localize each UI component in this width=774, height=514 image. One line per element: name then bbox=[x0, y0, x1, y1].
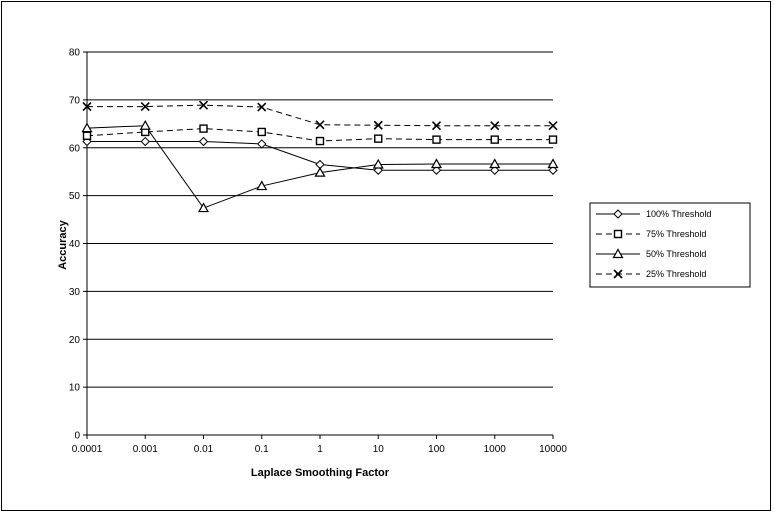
gridlines bbox=[87, 51, 553, 388]
data-point bbox=[81, 122, 93, 133]
data-point bbox=[257, 127, 266, 137]
legend-marker bbox=[613, 209, 623, 219]
data-point bbox=[431, 121, 442, 131]
data-point bbox=[140, 102, 150, 112]
x-tick-label: 1000 bbox=[484, 444, 507, 455]
y-tick-label: 40 bbox=[69, 239, 81, 250]
x-tick-label: 0.0001 bbox=[72, 444, 103, 455]
data-point bbox=[257, 102, 267, 112]
data-point bbox=[82, 102, 92, 112]
legend-label: 25% Threshold bbox=[646, 269, 706, 279]
legend-marker bbox=[613, 269, 623, 279]
data-point bbox=[548, 121, 558, 131]
data-point bbox=[490, 165, 500, 175]
series-line-4 bbox=[87, 104, 553, 127]
data-point bbox=[198, 100, 209, 110]
data-point bbox=[374, 134, 383, 143]
legend: 100% Threshold 75% Threshold 50% Threshold… bbox=[589, 202, 751, 288]
series-markers bbox=[81, 100, 559, 213]
data-point bbox=[198, 136, 209, 147]
data-point bbox=[430, 158, 443, 169]
x-tick-label: 10000 bbox=[539, 444, 567, 455]
y-tick-label: 50 bbox=[69, 191, 81, 202]
legend-label: 75% Threshold bbox=[646, 229, 706, 239]
data-point bbox=[432, 135, 441, 144]
data-point bbox=[197, 202, 210, 213]
x-tick-label: 0.001 bbox=[133, 444, 158, 455]
data-point bbox=[373, 120, 383, 130]
data-point bbox=[82, 131, 92, 140]
data-point bbox=[314, 166, 326, 177]
y-tick-label: 80 bbox=[69, 48, 81, 59]
data-point bbox=[490, 121, 500, 131]
data-point bbox=[547, 158, 559, 169]
axes: 0 10 20 30 40 50 60 70 80 0.0001 0.001 0.01 0.1 1 10 10… bbox=[69, 48, 567, 456]
data-point bbox=[489, 158, 501, 169]
y-tick-label: 70 bbox=[69, 95, 81, 106]
x-tick-label: 0.1 bbox=[255, 444, 269, 455]
series-lines bbox=[86, 104, 553, 209]
legend-marker bbox=[612, 248, 624, 259]
data-point bbox=[490, 135, 499, 144]
data-point bbox=[199, 124, 208, 133]
data-point bbox=[257, 139, 267, 149]
x-tick-label: 1 bbox=[317, 444, 323, 455]
data-point bbox=[315, 120, 325, 130]
data-point bbox=[548, 165, 558, 175]
data-point bbox=[315, 136, 325, 146]
y-tick-label: 60 bbox=[69, 143, 81, 154]
y-tick-label: 10 bbox=[69, 383, 81, 394]
x-tick-label: 100 bbox=[428, 444, 445, 455]
x-tick-label: 0.01 bbox=[194, 444, 214, 455]
data-point bbox=[139, 120, 151, 130]
data-point bbox=[140, 136, 150, 147]
legend-label: 100% Threshold bbox=[646, 209, 711, 219]
y-axis-title: Accuracy bbox=[57, 219, 69, 269]
data-point bbox=[256, 180, 268, 191]
y-tick-label: 20 bbox=[69, 335, 81, 346]
legend-label: 50% Threshold bbox=[646, 249, 706, 259]
legend-marker bbox=[613, 229, 623, 239]
data-point bbox=[431, 165, 442, 175]
y-tick-label: 0 bbox=[74, 431, 80, 442]
data-point bbox=[372, 158, 384, 169]
x-tick-label: 10 bbox=[373, 444, 385, 455]
y-tick-label: 30 bbox=[69, 287, 81, 298]
data-point bbox=[548, 135, 558, 144]
x-axis-title: Laplace Smoothing Factor bbox=[251, 467, 390, 479]
